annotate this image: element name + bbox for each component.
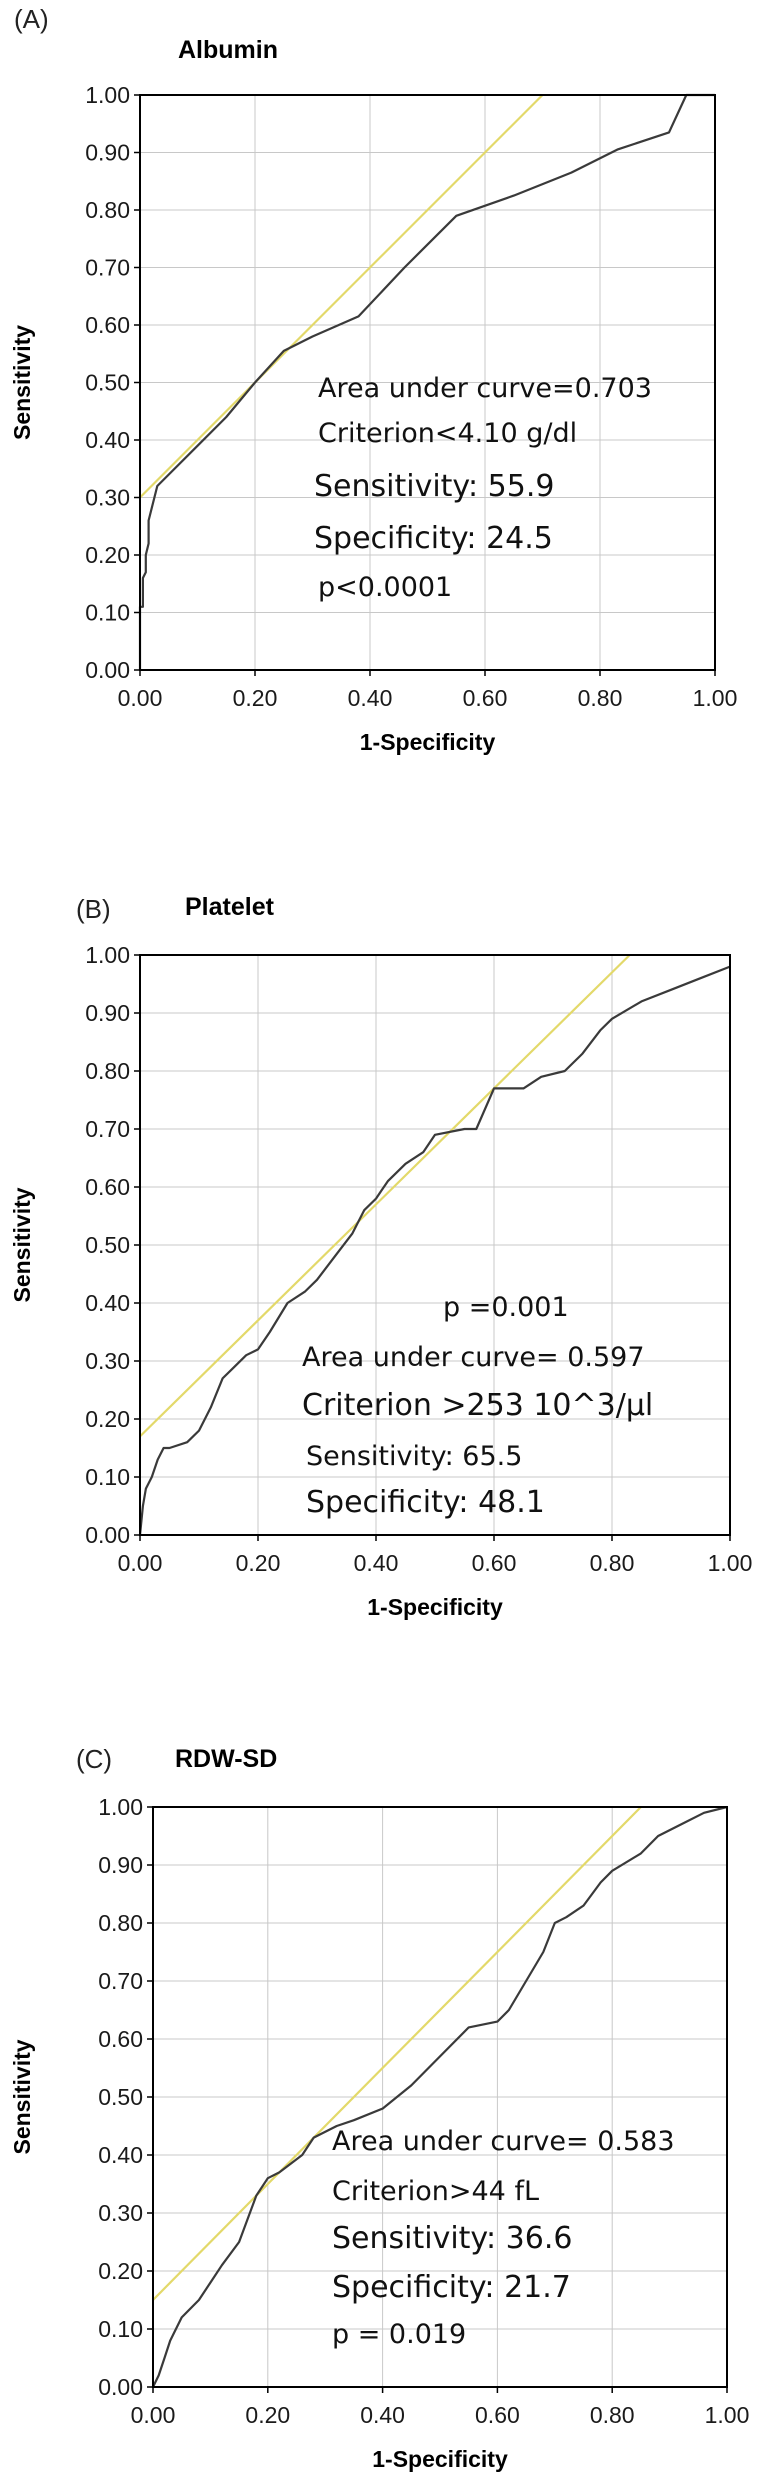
x-tick-label: 1.00 — [705, 2402, 750, 2428]
annotation-text: Criterion<4.10 g/dl — [318, 418, 577, 449]
annotation-text: Area under curve=0.703 — [318, 373, 652, 404]
x-axis-title: 1-Specificity — [367, 1594, 503, 1620]
y-tick-label: 0.30 — [98, 2200, 143, 2226]
x-tick-label: 0.80 — [590, 2402, 635, 2428]
y-axis-title: Sensitivity — [9, 325, 35, 440]
roc-curve — [138, 965, 731, 1536]
x-tick-label: 1.00 — [708, 1550, 753, 1576]
panel-label: (B) — [76, 894, 111, 924]
annotation-text: Specificity: 24.5 — [314, 521, 553, 556]
x-tick-label: 0.00 — [118, 685, 163, 711]
x-tick-label: 0.20 — [236, 1550, 281, 1576]
roc-curve — [152, 1805, 728, 2388]
x-tick-label: 0.00 — [131, 2402, 176, 2428]
y-tick-label: 0.40 — [85, 427, 130, 453]
annotation-text: Sensitivity: 36.6 — [332, 2221, 572, 2256]
reference-line — [139, 94, 544, 499]
annotation-text: Sensitivity: 55.9 — [314, 469, 554, 504]
x-axis-title: 1-Specificity — [372, 2446, 508, 2472]
annotation-text: p = 0.019 — [332, 2319, 466, 2350]
y-tick-label: 0.10 — [98, 2316, 143, 2342]
y-tick-label: 0.20 — [98, 2258, 143, 2284]
x-tick-label: 0.20 — [233, 685, 278, 711]
annotation-text: Specificity: 21.7 — [332, 2270, 571, 2305]
x-tick-label: 0.20 — [245, 2402, 290, 2428]
annotation-text: Area under curve= 0.597 — [302, 1342, 645, 1373]
y-tick-label: 0.90 — [85, 1000, 130, 1026]
x-tick-label: 0.40 — [348, 685, 393, 711]
annotation-text: p<0.0001 — [318, 572, 452, 603]
panel-label: (C) — [76, 1744, 112, 1774]
y-tick-label: 0.00 — [85, 657, 130, 683]
y-axis-title: Sensitivity — [9, 2039, 35, 2154]
y-tick-label: 0.80 — [98, 1910, 143, 1936]
x-tick-label: 0.40 — [360, 2402, 405, 2428]
annotation-text: Specificity: 48.1 — [306, 1485, 545, 1520]
y-tick-label: 0.90 — [85, 140, 130, 166]
chart-title: RDW-SD — [175, 1745, 277, 1773]
y-axis-title: Sensitivity — [9, 1187, 35, 1302]
y-tick-label: 0.00 — [85, 1522, 130, 1548]
y-tick-label: 0.20 — [85, 542, 130, 568]
annotation-text: Area under curve= 0.583 — [332, 2126, 675, 2157]
chart-title: Albumin — [178, 36, 278, 64]
x-tick-label: 0.60 — [463, 685, 508, 711]
annotation-text: Sensitivity: 65.5 — [306, 1441, 522, 1472]
annotation-text: p =0.001 — [443, 1292, 569, 1323]
x-tick-label: 0.60 — [472, 1550, 517, 1576]
y-tick-label: 0.70 — [85, 255, 130, 281]
annotation-text: Criterion >253 10^3/µl — [302, 1388, 653, 1423]
x-axis-title: 1-Specificity — [360, 729, 496, 755]
x-tick-label: 0.60 — [475, 2402, 520, 2428]
reference-line — [152, 1806, 642, 2301]
y-tick-label: 0.20 — [85, 1406, 130, 1432]
y-tick-label: 0.90 — [98, 1852, 143, 1878]
chart-panel-c: (C) RDW-SD 0.00 0.20 0.40 0.60 0.80 1.00 0.00 0.1… — [9, 1744, 749, 2472]
y-tick-label: 0.60 — [98, 2026, 143, 2052]
x-tick-label: 0.40 — [354, 1550, 399, 1576]
panel-label: (A) — [14, 4, 49, 34]
x-tick-label: 0.00 — [118, 1550, 163, 1576]
y-tick-label: 0.50 — [98, 2084, 143, 2110]
y-tick-label: 0.60 — [85, 312, 130, 338]
y-tick-label: 0.50 — [85, 1232, 130, 1258]
chart-panel-b: (B) Platelet 0.00 0.20 0.40 0.60 0.80 1.00 0.00 0… — [9, 893, 752, 1620]
y-tick-label: 0.50 — [85, 370, 130, 396]
y-tick-label: 0.30 — [85, 1348, 130, 1374]
y-tick-label: 1.00 — [98, 1794, 143, 1820]
chart-title: Platelet — [185, 893, 275, 921]
y-tick-label: 0.80 — [85, 197, 130, 223]
roc-curve — [138, 93, 715, 670]
reference-line — [139, 954, 631, 1438]
y-tick-label: 0.10 — [85, 1464, 130, 1490]
x-tick-label: 0.80 — [578, 685, 623, 711]
y-tick-label: 0.00 — [98, 2374, 143, 2400]
y-tick-label: 1.00 — [85, 942, 130, 968]
y-tick-label: 0.40 — [85, 1290, 130, 1316]
chart-panel-a: (A) Albumin 0.00 0.20 0.40 0.60 0.80 1.00 0.00 0.… — [9, 4, 737, 755]
y-tick-label: 0.70 — [85, 1116, 130, 1142]
x-tick-label: 0.80 — [590, 1550, 635, 1576]
y-tick-label: 0.30 — [85, 485, 130, 511]
y-tick-label: 0.60 — [85, 1174, 130, 1200]
y-tick-label: 0.10 — [85, 600, 130, 626]
y-tick-label: 0.70 — [98, 1968, 143, 1994]
x-tick-label: 1.00 — [693, 685, 738, 711]
y-tick-label: 0.80 — [85, 1058, 130, 1084]
y-tick-label: 1.00 — [85, 82, 130, 108]
annotation-text: Criterion>44 fL — [332, 2176, 539, 2207]
y-tick-label: 0.40 — [98, 2142, 143, 2168]
